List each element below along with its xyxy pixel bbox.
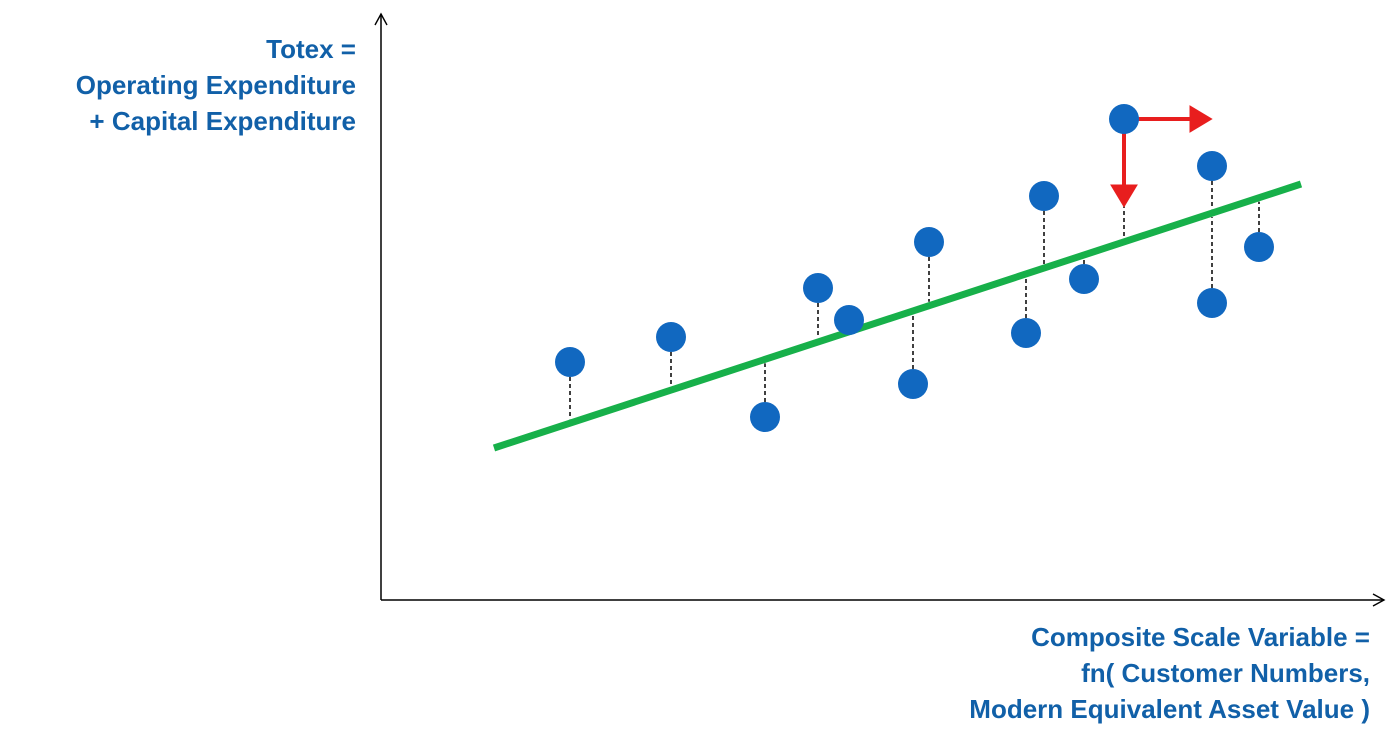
x-axis-label-line: Composite Scale Variable = (1031, 622, 1370, 652)
data-point (914, 227, 944, 257)
data-point (1069, 264, 1099, 294)
data-point (1197, 288, 1227, 318)
y-axis-label: Totex = Operating Expenditure + Capital … (76, 31, 356, 139)
x-axis-label-line: fn( Customer Numbers, (1081, 658, 1370, 688)
y-axis-label-line: + Capital Expenditure (89, 106, 356, 136)
data-point (750, 402, 780, 432)
data-point (803, 273, 833, 303)
annotation-arrows (1110, 105, 1213, 208)
data-point (1011, 318, 1041, 348)
data-point (1197, 151, 1227, 181)
data-point (1244, 232, 1274, 262)
data-points (555, 104, 1274, 432)
data-point (656, 322, 686, 352)
x-axis-label: Composite Scale Variable = fn( Customer … (969, 619, 1370, 727)
data-point (1029, 181, 1059, 211)
y-axis-label-line: Totex = (266, 34, 356, 64)
regression-line (492, 180, 1303, 452)
x-axis-label-line: Modern Equivalent Asset Value ) (969, 694, 1370, 724)
data-point (898, 369, 928, 399)
data-point (555, 347, 585, 377)
data-point (1109, 104, 1139, 134)
data-point (834, 305, 864, 335)
y-axis-label-line: Operating Expenditure (75, 70, 356, 100)
